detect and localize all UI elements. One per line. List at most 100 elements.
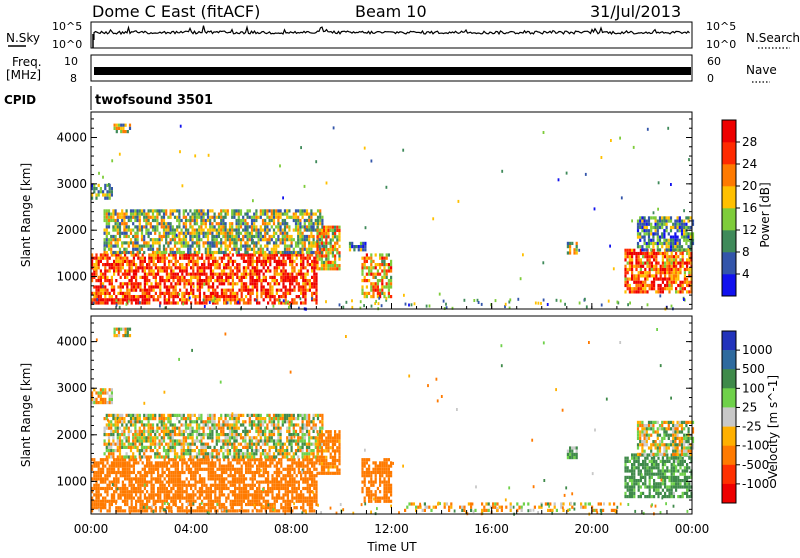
- echo-cell: [649, 284, 651, 287]
- echo-cell: [223, 477, 225, 480]
- echo-cell: [361, 263, 363, 266]
- echo-cell: [313, 497, 315, 500]
- echo-cell: [296, 263, 298, 266]
- echo-cell: [383, 257, 385, 260]
- echo-cell: [115, 219, 117, 222]
- echo-cell: [304, 213, 306, 216]
- echo-cell: [172, 257, 174, 260]
- echo-cell: [325, 300, 327, 303]
- echo-cell: [124, 468, 126, 471]
- echo-cell: [192, 461, 194, 464]
- echo-cell: [175, 465, 177, 468]
- echo-cell: [166, 465, 168, 468]
- echo-cell: [192, 232, 194, 235]
- echo-cell: [677, 284, 679, 287]
- echo-cell: [161, 487, 163, 490]
- echo-cell: [150, 487, 152, 490]
- echo-cell: [685, 216, 687, 219]
- echo-cell: [137, 251, 139, 254]
- echo-region: [91, 253, 318, 304]
- echo-cell: [230, 295, 232, 298]
- echo-cell: [156, 229, 158, 232]
- echo-cell: [110, 219, 112, 222]
- echo-cell: [368, 269, 370, 272]
- echo-cell: [177, 465, 179, 468]
- echo-cell: [673, 262, 675, 265]
- echo-cell: [203, 260, 205, 263]
- echo-cell: [203, 266, 205, 269]
- echo-cell: [121, 430, 123, 433]
- echo-cell: [316, 267, 318, 270]
- echo-cell: [280, 209, 282, 212]
- echo-cell: [100, 301, 102, 304]
- echo-cell: [315, 282, 317, 285]
- echo-cell: [276, 282, 278, 285]
- echo-cell: [307, 500, 309, 503]
- echo-cell: [148, 285, 150, 288]
- echo-cell: [330, 264, 332, 267]
- echo-cell: [194, 477, 196, 480]
- echo-cell: [640, 284, 642, 287]
- echo-cell: [157, 465, 159, 468]
- echo-cell: [132, 235, 134, 238]
- echo-cell: [293, 229, 295, 232]
- echo-cell: [225, 468, 227, 471]
- echo-cell: [375, 266, 377, 269]
- echo-cell: [176, 225, 178, 228]
- echo-cell: [243, 257, 245, 260]
- echo-cell: [225, 500, 227, 503]
- echo-cell: [247, 490, 249, 493]
- echo-cell: [302, 213, 304, 216]
- echo-cell: [304, 487, 306, 490]
- echo-cell: [316, 229, 318, 232]
- echo-cell: [307, 273, 309, 276]
- echo-cell: [672, 236, 674, 239]
- echo-cell: [125, 124, 127, 127]
- echo-cell: [302, 289, 304, 292]
- echo-cell: [313, 285, 315, 288]
- echo-cell: [282, 263, 284, 266]
- echo-cell: [172, 248, 174, 251]
- echo-cell: [274, 481, 276, 484]
- echo-cell: [186, 468, 188, 471]
- echo-cell: [255, 235, 257, 238]
- echo-cell: [677, 248, 679, 251]
- echo-cell: [263, 263, 265, 266]
- echo-cell: [164, 269, 166, 272]
- echo-cell: [120, 285, 122, 288]
- echo-cell: [93, 474, 95, 477]
- echo-cell: [219, 279, 221, 282]
- echo-cell: [143, 238, 145, 241]
- echo-cell: [298, 465, 300, 468]
- echo-cell: [115, 414, 117, 417]
- echo-cell: [679, 262, 681, 265]
- echo-cell: [131, 279, 133, 282]
- echo-cell: [210, 477, 212, 480]
- echo-cell: [267, 493, 269, 496]
- echo-cell: [309, 509, 311, 512]
- echo-cell: [670, 183, 672, 186]
- echo-cell: [262, 229, 264, 232]
- echo-cell: [683, 236, 685, 239]
- echo-cell: [274, 487, 276, 490]
- echo-cell: [126, 423, 128, 426]
- echo-cell: [334, 235, 336, 238]
- echo-cell: [313, 260, 315, 263]
- echo-cell: [342, 306, 344, 309]
- echo-cell: [655, 232, 657, 235]
- echo-cell: [146, 471, 148, 474]
- echo-cell: [185, 232, 187, 235]
- echo-cell: [311, 497, 313, 500]
- echo-cell: [388, 253, 390, 256]
- echo-cell: [159, 455, 161, 458]
- echo-cell: [205, 276, 207, 279]
- echo-cell: [300, 506, 302, 509]
- echo-cell: [154, 229, 156, 232]
- echo-cell: [106, 216, 108, 219]
- echo-cell: [302, 493, 304, 496]
- echo-cell: [686, 265, 688, 268]
- echo-cell: [247, 222, 249, 225]
- echo-cell: [200, 229, 202, 232]
- echo-cell: [254, 461, 256, 464]
